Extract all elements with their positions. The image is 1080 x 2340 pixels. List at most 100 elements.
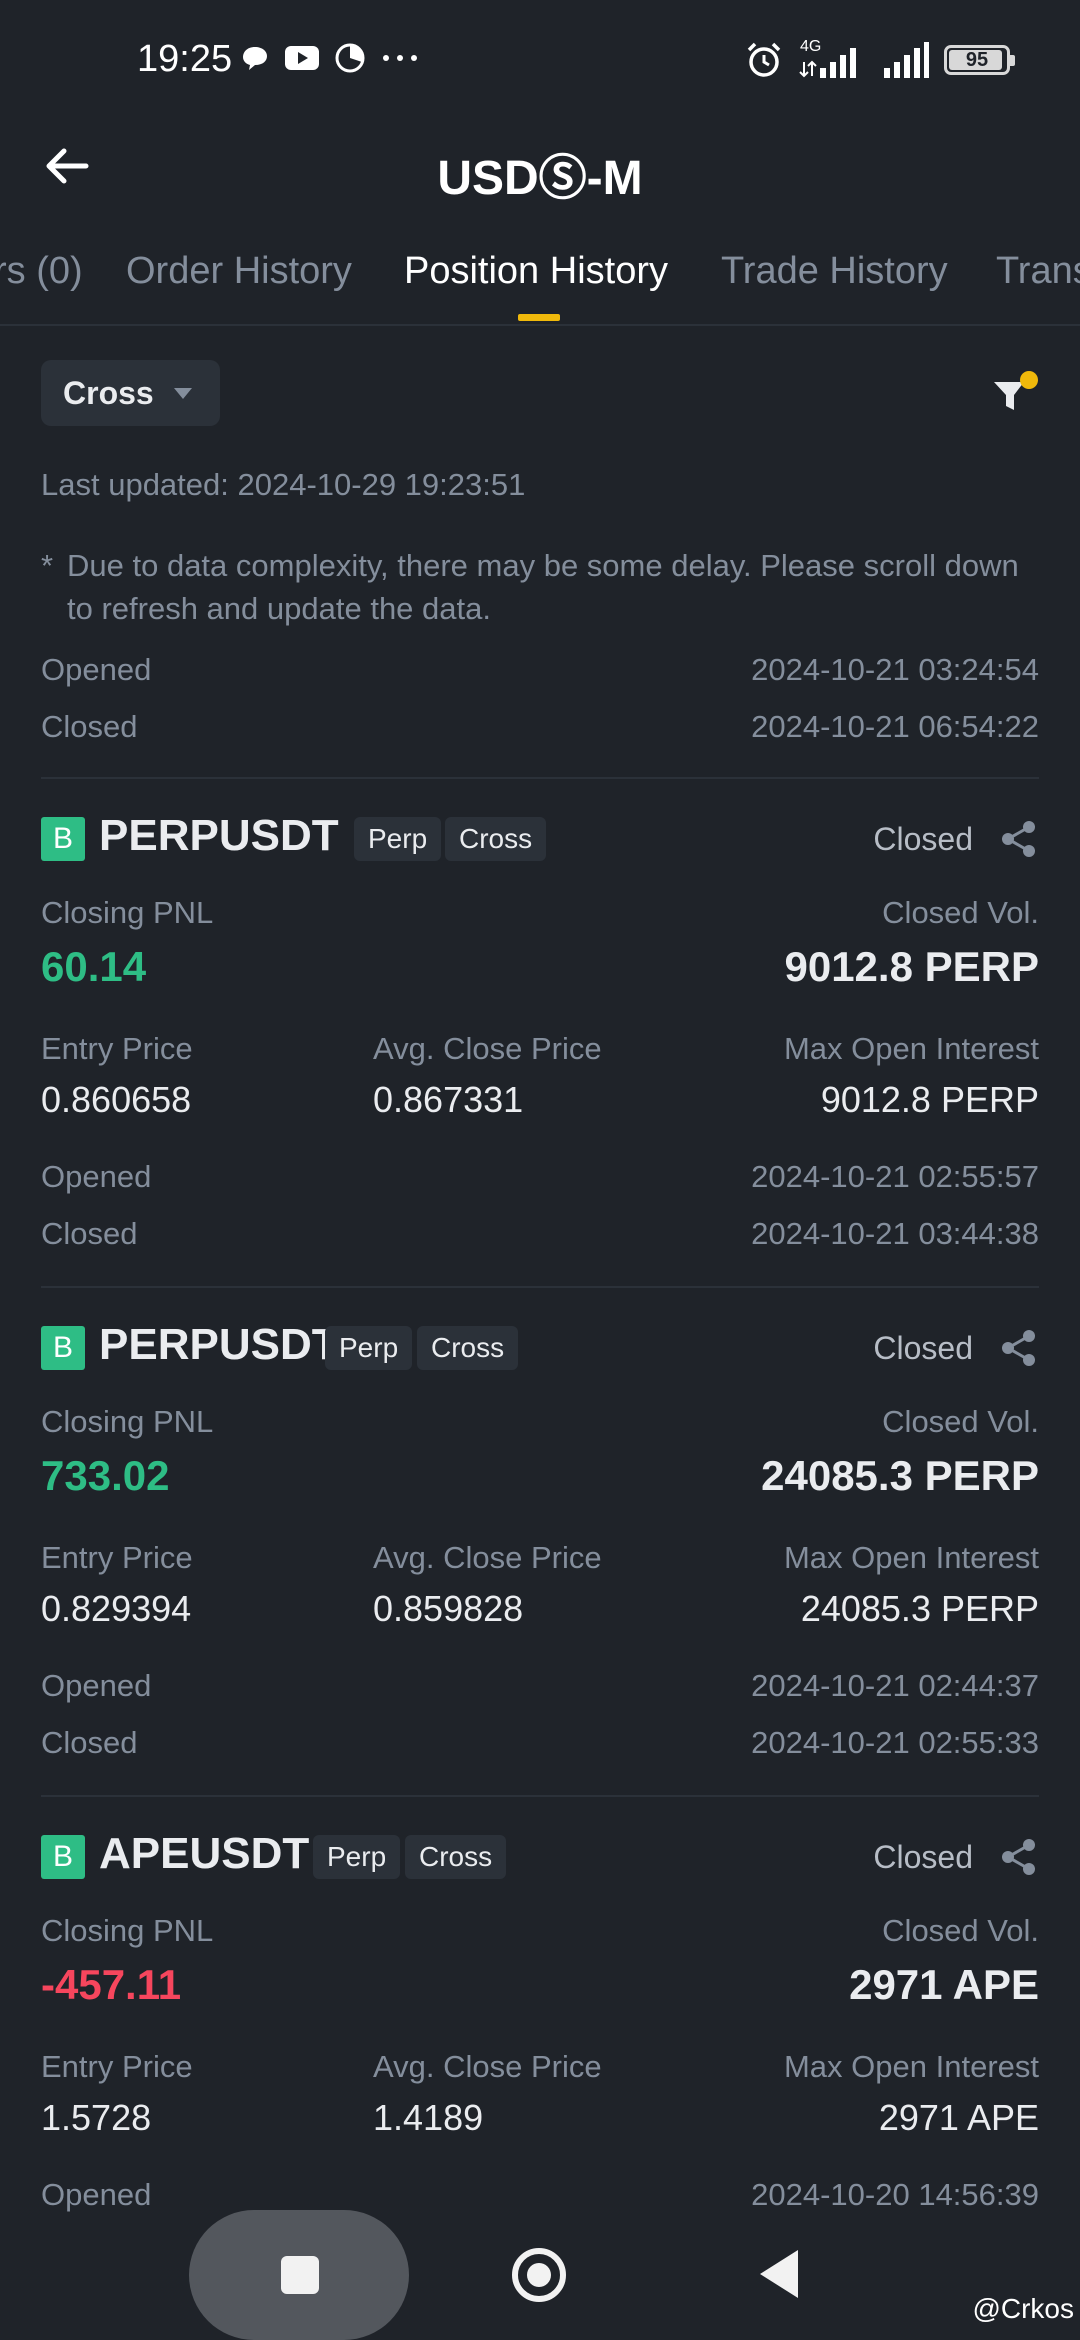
system-icons: 4G 95 [744, 38, 1015, 80]
max-open-interest-label: Max Open Interest [783, 1031, 1039, 1066]
tab-trade-history[interactable]: Trade History [721, 250, 948, 292]
share-icon[interactable] [999, 1837, 1039, 1877]
pie-progress-icon [335, 43, 365, 73]
signal-4g-icon: 4G [798, 38, 868, 80]
avg-close-price-label: Avg. Close Price [373, 1031, 602, 1066]
closed-time: 2024-10-21 02:55:33 [751, 1725, 1039, 1760]
max-open-interest-label: Max Open Interest [783, 1540, 1039, 1575]
status-closed: Closed [873, 821, 973, 857]
closed-label: Closed [41, 1216, 138, 1251]
tab-open-orders[interactable]: rs (0) [0, 250, 83, 292]
alarm-icon [747, 42, 781, 77]
margin-mode-label: Cross [63, 374, 154, 411]
side-badge: B [41, 817, 85, 861]
avg-close-price-label: Avg. Close Price [373, 1540, 602, 1575]
status-closed: Closed [873, 1839, 973, 1875]
opened-label: Opened [41, 1159, 152, 1194]
closed-label: Closed [41, 709, 138, 744]
closed-vol-label: Closed Vol. [882, 1913, 1039, 1948]
opened-label: Opened [41, 652, 152, 687]
closed-time: 2024-10-21 03:44:38 [751, 1216, 1039, 1251]
delay-notice: * Due to data complexity, there may be s… [41, 544, 1041, 630]
position-card[interactable]: B APEUSDT Perp Cross Closed Closing PNL … [41, 1833, 1039, 2213]
closed-row: Closed 2024-10-21 06:54:22 [41, 709, 1039, 753]
closed-time: 2024-10-21 06:54:22 [751, 709, 1039, 744]
tag-cross: Cross [417, 1326, 519, 1370]
youtube-icon [285, 46, 319, 70]
app-header: USDⓈ-M [0, 120, 1080, 210]
divider [41, 777, 1039, 779]
avg-close-price-value: 1.4189 [373, 2097, 484, 2138]
closing-pnl-label: Closing PNL [41, 1913, 214, 1948]
position-card[interactable]: B PERPUSDT Perp Cross Closed Closing PNL… [41, 1320, 1039, 1814]
closing-pnl-value: 733.02 [41, 1452, 170, 1499]
side-badge: B [41, 1835, 85, 1879]
margin-mode-dropdown[interactable]: Cross [41, 360, 220, 426]
tag-cross: Cross [405, 1835, 507, 1879]
share-icon[interactable] [999, 1328, 1039, 1368]
tag-perp: Perp [325, 1326, 413, 1370]
back-triangle-icon[interactable] [760, 2250, 798, 2298]
status-bar: 19:25 4G 95 [0, 0, 1080, 120]
entry-price-label: Entry Price [41, 1031, 193, 1066]
opened-time: 2024-10-21 02:44:37 [751, 1668, 1039, 1703]
closing-pnl-value: -457.11 [41, 1961, 182, 2008]
battery-icon: 95 [944, 45, 1015, 75]
share-icon[interactable] [999, 819, 1039, 859]
divider [41, 1286, 1039, 1288]
side-badge: B [41, 1326, 85, 1370]
divider [41, 1795, 1039, 1797]
notice-asterisk: * [41, 548, 54, 583]
last-updated-text: Last updated: 2024-10-29 19:23:51 [41, 467, 526, 502]
max-open-interest-value: 9012.8 PERP [820, 1079, 1039, 1120]
entry-price-label: Entry Price [41, 1540, 193, 1575]
closed-vol-label: Closed Vol. [882, 1404, 1039, 1439]
notification-icons [240, 42, 420, 74]
active-tab-indicator [518, 314, 560, 321]
opened-row: Opened 2024-10-21 03:24:54 [41, 652, 1039, 696]
avg-close-price-value: 0.859828 [373, 1588, 524, 1629]
tab-order-history[interactable]: Order History [126, 250, 352, 292]
filter-icon[interactable] [990, 368, 1040, 418]
tab-position-history[interactable]: Position History [404, 250, 668, 292]
signal-icon [884, 42, 929, 78]
tag-perp: Perp [354, 817, 442, 861]
entry-price-value: 0.860658 [41, 1079, 192, 1120]
opened-time: 2024-10-21 03:24:54 [751, 652, 1039, 687]
watermark: @Crkos [972, 2293, 1074, 2324]
notice-text: Due to data complexity, there may be som… [67, 548, 1019, 626]
entry-price-value: 1.5728 [41, 2097, 152, 2138]
max-open-interest-label: Max Open Interest [783, 2049, 1039, 2084]
tag-perp: Perp [313, 1835, 401, 1879]
recents-square-icon[interactable] [281, 2256, 319, 2294]
closed-vol-value: 9012.8 PERP [784, 943, 1039, 990]
entry-price-label: Entry Price [41, 2049, 193, 2084]
max-open-interest-value: 24085.3 PERP [800, 1588, 1039, 1629]
position-card[interactable]: B PERPUSDT Perp Cross Closed Closing PNL… [41, 811, 1039, 1305]
opened-time: 2024-10-21 02:55:57 [751, 1159, 1039, 1194]
closed-label: Closed [41, 1725, 138, 1760]
closed-vol-value: 24085.3 PERP [761, 1452, 1039, 1499]
history-tabs: rs (0) Order History Position History Tr… [0, 240, 1080, 326]
tab-transaction-history[interactable]: Trans [996, 250, 1080, 292]
entry-price-value: 0.829394 [41, 1588, 192, 1629]
opened-label: Opened [41, 1668, 152, 1703]
closing-pnl-label: Closing PNL [41, 895, 214, 930]
chat-bubble-icon [243, 47, 267, 70]
opened-label: Opened [41, 2177, 152, 2212]
avg-close-price-value: 0.867331 [373, 1079, 524, 1120]
closed-vol-value: 2971 APE [849, 1961, 1039, 2008]
home-circle-icon[interactable] [512, 2248, 566, 2302]
caret-down-icon [173, 387, 192, 399]
closing-pnl-label: Closing PNL [41, 1404, 214, 1439]
symbol-name: PERPUSDT [99, 811, 339, 860]
closing-pnl-value: 60.14 [41, 943, 147, 990]
back-arrow-icon[interactable] [40, 138, 96, 194]
status-time: 19:25 [137, 38, 233, 80]
battery-level: 95 [965, 48, 989, 71]
network-type-label: 4G [800, 38, 822, 55]
more-dots-icon [383, 55, 417, 61]
status-closed: Closed [873, 1330, 973, 1366]
closed-vol-label: Closed Vol. [882, 895, 1039, 930]
max-open-interest-value: 2971 APE [878, 2097, 1039, 2138]
